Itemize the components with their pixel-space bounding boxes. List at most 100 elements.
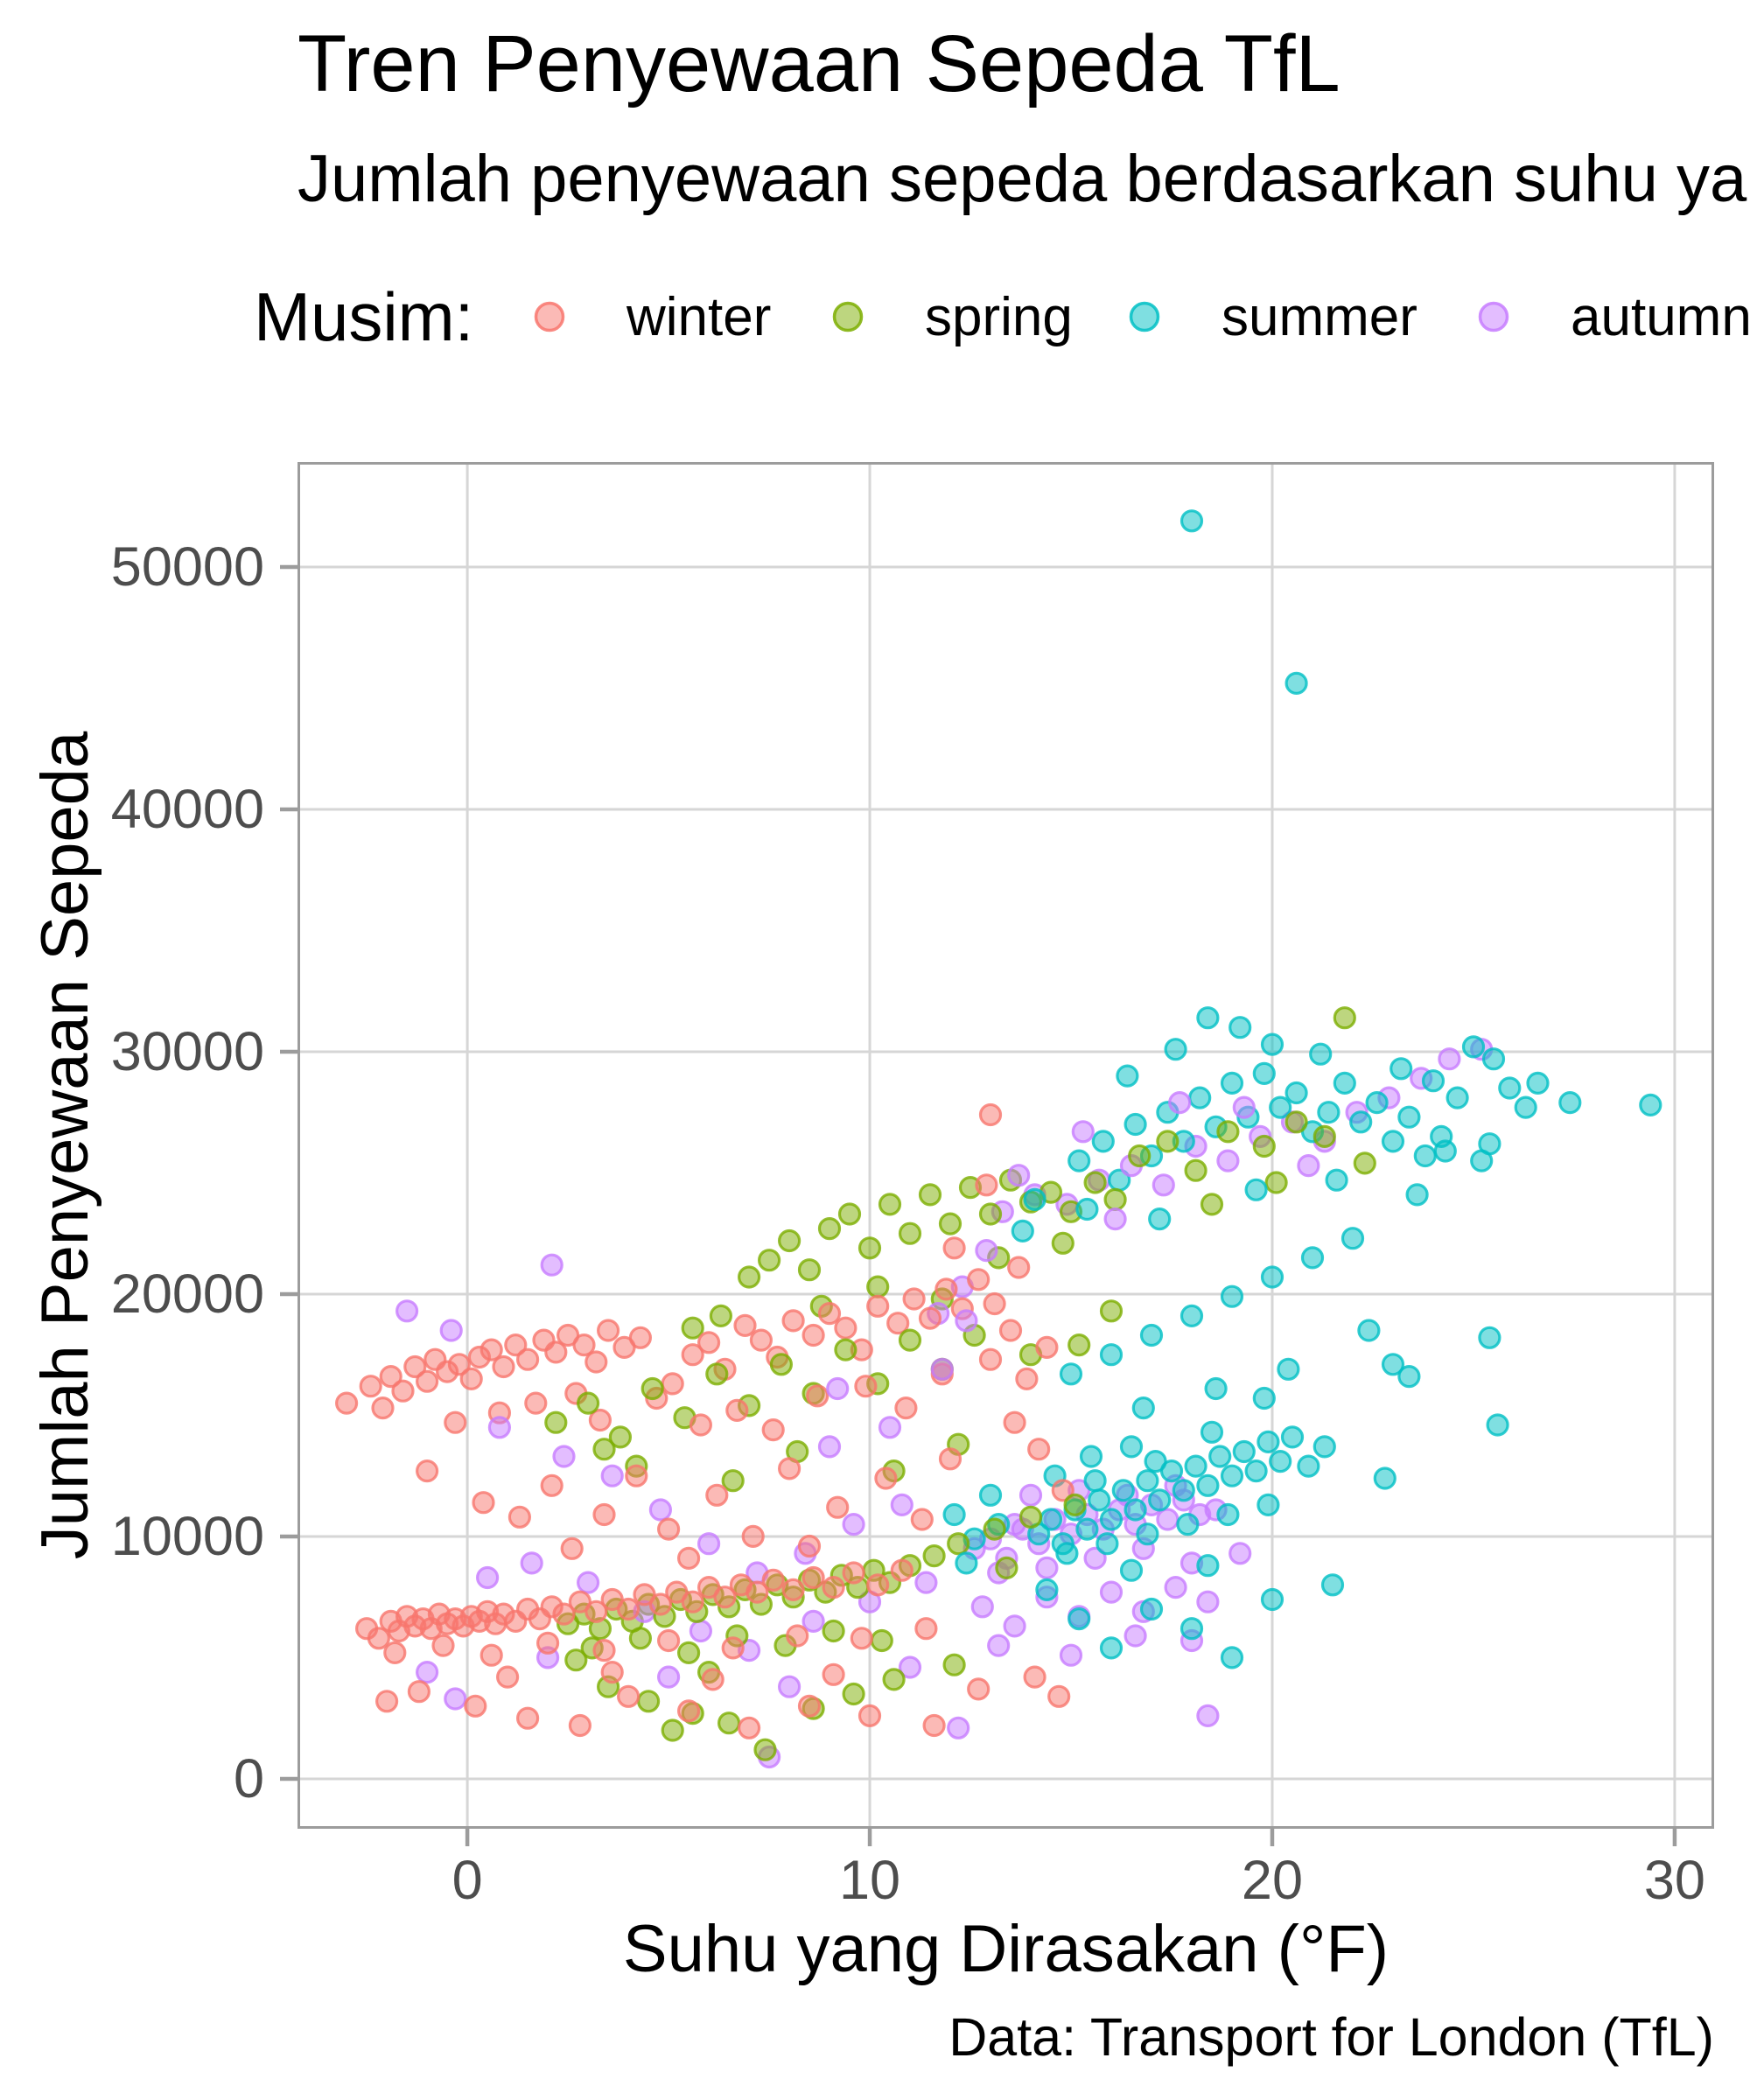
data-point-winter: [777, 1457, 802, 1480]
data-point-winter: [677, 1699, 701, 1723]
data-point-winter: [918, 1306, 942, 1330]
data-point-winter: [504, 1333, 528, 1357]
data-point-autumn: [648, 1498, 672, 1522]
data-point-summer: [1099, 1343, 1124, 1367]
data-point-winter: [403, 1354, 427, 1379]
data-point-winter: [967, 1268, 990, 1292]
data-point-winter: [592, 1502, 616, 1527]
data-point-spring: [1284, 1110, 1308, 1134]
data-point-summer: [1461, 1035, 1486, 1059]
data-point-summer: [1116, 1064, 1139, 1088]
data-point-summer: [1088, 1488, 1111, 1512]
data-point-summer: [1136, 1469, 1159, 1493]
data-point-summer: [1284, 671, 1308, 695]
data-point-winter: [416, 1369, 439, 1393]
data-point-winter: [1051, 1479, 1074, 1502]
panel-border: [298, 462, 1714, 1829]
data-point-summer: [1039, 1508, 1063, 1531]
data-point-winter: [701, 1668, 724, 1691]
data-point-summer: [1390, 1057, 1413, 1081]
data-point-spring: [737, 1265, 761, 1289]
data-point-summer: [1260, 1265, 1284, 1289]
data-point-summer: [1099, 1636, 1124, 1660]
data-point-spring: [769, 1353, 794, 1376]
data-point-summer: [1486, 1413, 1509, 1437]
data-point-summer: [1277, 1357, 1300, 1381]
x-axis-title: Suhu yang Dirasakan (°F): [622, 1912, 1390, 1986]
data-point-winter: [746, 1580, 769, 1604]
data-point-summer: [1421, 1069, 1446, 1093]
legend: Musim: winter spring summer autumn: [0, 277, 1750, 355]
data-point-summer: [1200, 1420, 1224, 1444]
data-point-summer: [1131, 1396, 1155, 1420]
data-point-winter: [886, 1312, 910, 1335]
data-point-spring: [870, 1628, 893, 1653]
data-point-winter: [508, 1505, 531, 1529]
legend-swatch-summer: [1129, 301, 1160, 332]
data-point-autumn: [657, 1665, 681, 1689]
data-point-summer: [1325, 1168, 1348, 1192]
data-point-autumn: [1297, 1153, 1320, 1178]
data-point-winter: [516, 1348, 540, 1371]
data-point-summer: [1148, 1207, 1172, 1231]
data-point-summer: [1256, 1493, 1280, 1517]
data-point-autumn: [914, 1571, 938, 1594]
data-point-summer: [1244, 1178, 1268, 1201]
data-point-winter: [1007, 1256, 1031, 1279]
data-point-spring: [938, 1212, 962, 1236]
data-point-summer: [1172, 1479, 1195, 1502]
data-point-summer: [1220, 1464, 1244, 1488]
data-point-summer: [1478, 1326, 1502, 1349]
data-point-summer: [1256, 1430, 1280, 1454]
data-point-summer: [1091, 1130, 1115, 1153]
data-point-autumn: [975, 1238, 998, 1263]
page-title: Tren Penyewaan Sepeda TfL: [298, 19, 1340, 108]
data-point-winter: [894, 1396, 918, 1420]
data-point-summer: [1397, 1364, 1421, 1389]
data-point-winter: [817, 1301, 842, 1326]
data-point-autumn: [577, 1571, 600, 1594]
data-point-winter: [600, 1660, 624, 1684]
data-point-winter: [983, 1292, 1006, 1316]
data-point-autumn: [817, 1435, 842, 1459]
data-point-winter: [975, 1173, 998, 1197]
data-point-winter: [705, 1483, 729, 1507]
data-point-autumn: [1103, 1207, 1127, 1231]
data-point-autumn: [842, 1512, 865, 1536]
data-point-summer: [1124, 1112, 1147, 1137]
data-point-winter: [713, 1586, 737, 1609]
data-point-summer: [1055, 1542, 1079, 1565]
data-point-winter: [472, 1491, 495, 1515]
data-point-autumn: [487, 1416, 511, 1439]
data-point-spring: [637, 1690, 661, 1713]
data-point-spring: [777, 1228, 802, 1253]
data-point-winter: [628, 1326, 652, 1349]
data-point-autumn: [1059, 1643, 1083, 1667]
data-point-summer: [1244, 1459, 1268, 1483]
data-point-winter: [492, 1354, 515, 1379]
data-point-spring: [822, 1619, 845, 1643]
data-point-spring: [837, 1202, 862, 1226]
data-point-winter: [1023, 1665, 1046, 1689]
legend-label-autumn: autumn: [1571, 286, 1750, 347]
data-point-winter: [552, 1602, 576, 1626]
data-point-autumn: [930, 1357, 954, 1381]
data-point-spring: [1068, 1333, 1091, 1357]
data-point-autumn: [1018, 1483, 1043, 1507]
legend-title: Musim:: [254, 277, 474, 355]
y-tick-label: 10000: [110, 1505, 264, 1567]
data-point-winter: [874, 1466, 898, 1490]
data-point-winter: [822, 1662, 845, 1686]
data-point-summer: [1099, 1508, 1124, 1531]
y-axis-title: Jumlah Penyewaan Sepeda: [28, 731, 102, 1560]
data-point-winter: [826, 1495, 850, 1519]
data-point-winter: [938, 1447, 962, 1471]
data-point-summer: [1196, 1554, 1220, 1578]
data-point-spring: [677, 1641, 701, 1665]
y-tick-label: 50000: [110, 536, 264, 598]
data-point-winter: [858, 1704, 882, 1728]
data-point-winter: [367, 1627, 391, 1650]
data-point-winter: [802, 1565, 825, 1590]
data-point-spring: [898, 1222, 922, 1245]
data-point-autumn: [395, 1299, 419, 1323]
